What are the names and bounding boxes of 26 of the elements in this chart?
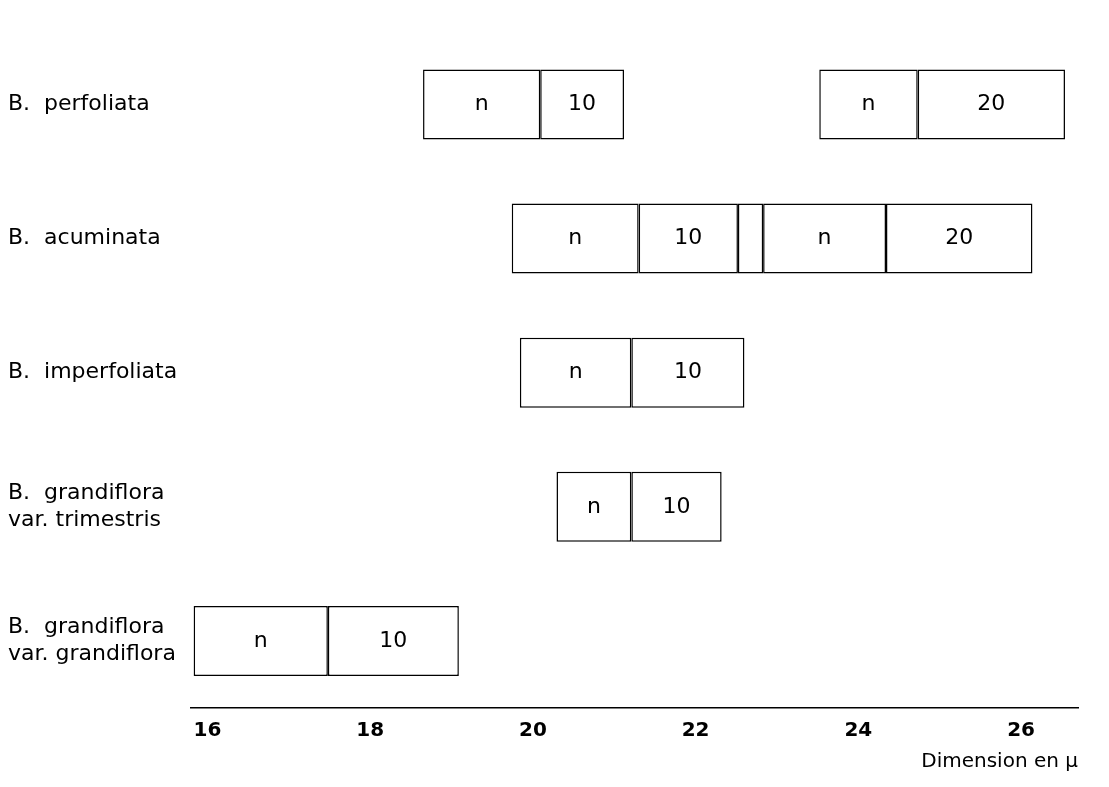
annotation: n [817, 224, 832, 250]
annotation: n [861, 90, 876, 116]
x-tick-label: 18 [356, 717, 385, 742]
annotation: n [253, 626, 268, 652]
annotation: n [474, 90, 489, 116]
y-tick-label: B. acuminata [8, 224, 161, 250]
y-tick-label: B. perfoliata [8, 90, 150, 116]
x-tick-label: 16 [193, 717, 222, 742]
x-tick-label: 22 [681, 717, 710, 742]
annotation: 10 [673, 358, 702, 384]
annotation: 20 [945, 224, 974, 250]
annotation: n [568, 224, 583, 250]
x-tick-label: 24 [844, 717, 873, 742]
x-tick-label: 26 [1007, 717, 1035, 742]
annotation: n [568, 358, 583, 384]
x-axis-title: Dimension en μ [921, 748, 1079, 773]
annotation: 10 [379, 626, 408, 652]
y-tick-label: B. imperfoliata [8, 358, 178, 384]
y-tick-label: B. grandiflora var. grandiflora [8, 613, 176, 665]
annotation: 10 [568, 90, 597, 116]
annotation: 10 [662, 492, 691, 518]
y-tick-label: B. grandiflora var. trimestris [8, 479, 165, 531]
annotation: n [586, 492, 601, 518]
x-tick-label: 20 [518, 717, 547, 742]
annotation: 10 [674, 224, 703, 250]
annotation: 20 [977, 90, 1006, 116]
